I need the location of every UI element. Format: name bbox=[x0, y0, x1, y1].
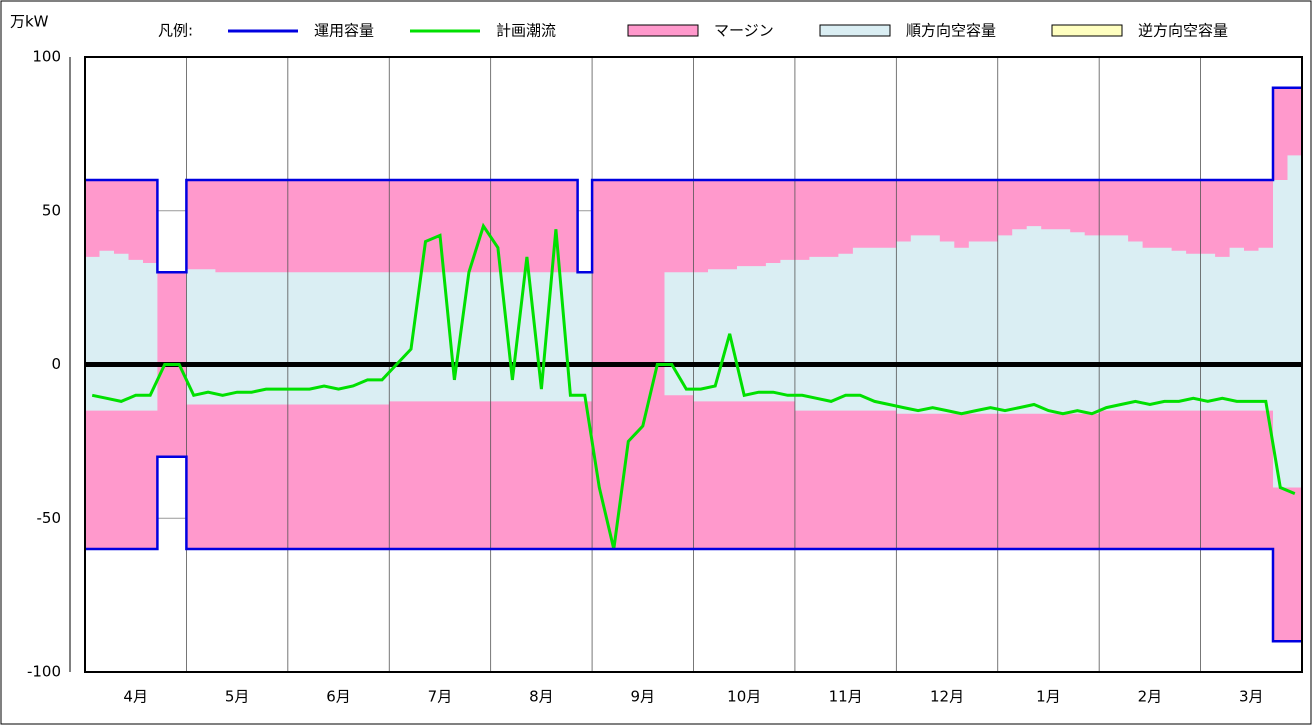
x-tick-label: 8月 bbox=[529, 688, 554, 706]
x-tick-label: 10月 bbox=[727, 688, 761, 706]
x-tick-label: 3月 bbox=[1239, 688, 1264, 706]
capacity-line-lower bbox=[85, 455, 1302, 643]
legend-swatch bbox=[627, 24, 699, 37]
y-tick-label: 100 bbox=[32, 48, 61, 66]
x-tick-label: 11月 bbox=[829, 688, 863, 706]
y-tick-label: 0 bbox=[51, 355, 61, 373]
legend-label: 計画潮流 bbox=[496, 22, 556, 40]
legend-swatch bbox=[819, 24, 891, 37]
legend-label: 順方向空容量 bbox=[906, 22, 996, 40]
x-tick-label: 5月 bbox=[225, 688, 250, 706]
x-tick-label: 4月 bbox=[123, 688, 148, 706]
y-tick-label: -100 bbox=[27, 663, 61, 681]
y-tick-label: 50 bbox=[42, 201, 61, 219]
legend-label: マージン bbox=[714, 22, 774, 40]
planned-flow-line bbox=[91, 222, 1296, 550]
legend-title: 凡例: bbox=[158, 22, 193, 40]
x-tick-label: 6月 bbox=[326, 688, 351, 706]
y-axis-label: 万kW bbox=[10, 13, 49, 31]
y-tick-label: -50 bbox=[37, 509, 62, 527]
x-tick-label: 1月 bbox=[1036, 688, 1061, 706]
x-tick-label: 9月 bbox=[631, 688, 656, 706]
x-tick-label: 12月 bbox=[930, 688, 964, 706]
plot-border bbox=[84, 56, 1303, 673]
x-tick-label: 7月 bbox=[428, 688, 453, 706]
capacity-line-upper bbox=[85, 86, 1302, 274]
legend-swatch bbox=[1051, 24, 1123, 37]
legend-label: 運用容量 bbox=[314, 22, 374, 40]
legend-label: 逆方向空容量 bbox=[1138, 22, 1228, 40]
x-tick-label: 2月 bbox=[1138, 688, 1163, 706]
